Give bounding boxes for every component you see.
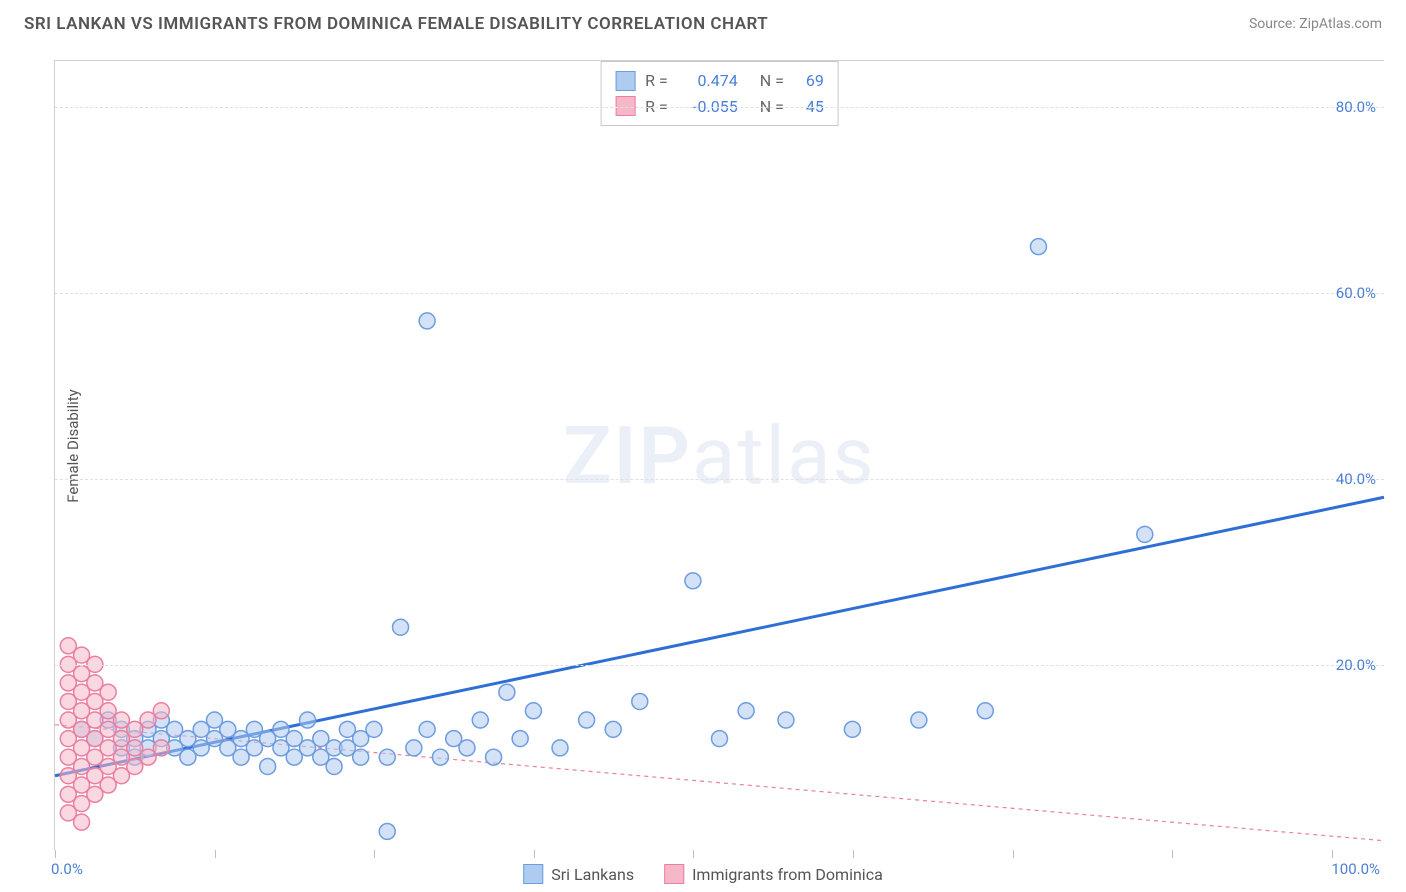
legend-item: Sri Lankans <box>523 864 634 884</box>
y-tick-label: 60.0% <box>1336 284 1376 302</box>
x-tick <box>1332 850 1333 858</box>
n-value: 69 <box>794 68 824 94</box>
chart-title: SRI LANKAN VS IMMIGRANTS FROM DOMINICA F… <box>24 14 768 34</box>
chart-plot-area: ZIPatlas R =0.474N =69R =-0.055N =45 20.… <box>54 60 1384 850</box>
data-point <box>74 814 90 830</box>
data-point <box>685 573 701 589</box>
data-point <box>353 749 369 765</box>
x-tick <box>1013 850 1014 858</box>
legend-label: Immigrants from Dominica <box>692 865 883 884</box>
x-axis-label: 100.0% <box>1331 860 1380 878</box>
gridline <box>55 479 1384 480</box>
data-point <box>1137 526 1153 542</box>
x-axis-label: 0.0% <box>51 860 83 878</box>
n-value: 45 <box>794 94 824 120</box>
data-point <box>459 740 475 756</box>
data-point <box>100 684 116 700</box>
data-point <box>300 712 316 728</box>
data-point <box>432 749 448 765</box>
chart-source: Source: ZipAtlas.com <box>1249 16 1382 32</box>
stats-row: R = -0.055 N = 45 <box>615 94 824 120</box>
data-point <box>260 758 276 774</box>
y-tick-label: 80.0% <box>1336 98 1376 116</box>
data-point <box>379 823 395 839</box>
data-point <box>326 758 342 774</box>
legend-swatch <box>664 864 684 884</box>
x-tick <box>693 850 694 858</box>
data-point <box>911 712 927 728</box>
data-point <box>379 749 395 765</box>
r-label: R = <box>645 94 668 120</box>
chart-header: SRI LANKAN VS IMMIGRANTS FROM DOMINICA F… <box>0 0 1406 44</box>
legend-swatch <box>615 71 635 91</box>
x-tick <box>853 850 854 858</box>
data-point <box>977 703 993 719</box>
legend-label: Sri Lankans <box>551 865 634 884</box>
data-point <box>472 712 488 728</box>
n-label: N = <box>760 94 784 120</box>
data-point <box>778 712 794 728</box>
r-value: -0.055 <box>678 94 738 120</box>
data-point <box>406 740 422 756</box>
gridline <box>55 293 1384 294</box>
data-point <box>738 703 754 719</box>
data-point <box>486 749 502 765</box>
data-point <box>632 693 648 709</box>
n-label: N = <box>760 68 784 94</box>
data-point <box>712 731 728 747</box>
x-tick <box>1172 850 1173 858</box>
correlation-stats-box: R = 0.474 N = 69 R = -0.055 N = 45 <box>600 61 839 126</box>
x-tick <box>374 850 375 858</box>
legend-swatch <box>523 864 543 884</box>
data-point <box>579 712 595 728</box>
y-tick-label: 40.0% <box>1336 470 1376 488</box>
data-point <box>153 740 169 756</box>
x-tick <box>534 850 535 858</box>
data-point <box>499 684 515 700</box>
data-point <box>153 703 169 719</box>
bottom-legend: Sri Lankans Immigrants from Dominica <box>523 864 883 884</box>
data-point <box>605 721 621 737</box>
legend-item: Immigrants from Dominica <box>664 864 883 884</box>
data-point <box>366 721 382 737</box>
r-label: R = <box>645 68 668 94</box>
data-point <box>525 703 541 719</box>
data-point <box>512 731 528 747</box>
scatter-plot-svg <box>55 61 1384 850</box>
data-point <box>552 740 568 756</box>
data-point <box>1030 239 1046 255</box>
data-point <box>393 619 409 635</box>
data-point <box>419 313 435 329</box>
data-point <box>844 721 860 737</box>
legend-swatch <box>615 96 635 116</box>
r-value: 0.474 <box>678 68 738 94</box>
stats-row: R = 0.474 N = 69 <box>615 68 824 94</box>
x-tick <box>215 850 216 858</box>
gridline <box>55 107 1384 108</box>
gridline <box>55 665 1384 666</box>
x-tick <box>55 850 56 858</box>
data-point <box>419 721 435 737</box>
y-tick-label: 20.0% <box>1336 656 1376 674</box>
